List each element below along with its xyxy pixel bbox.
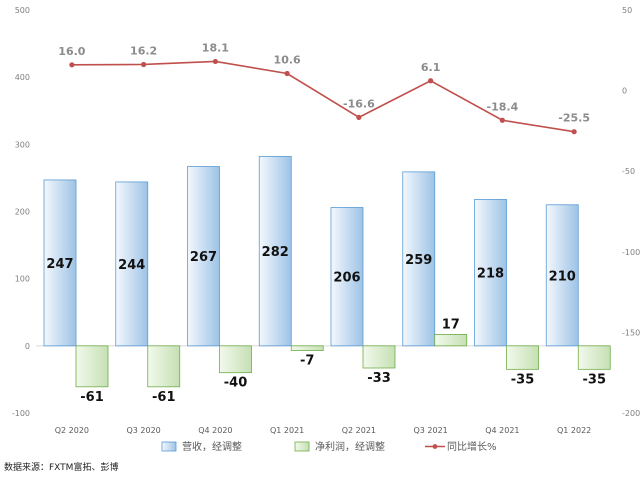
- left-axis-tick-label: 400: [15, 73, 30, 82]
- net-profit-bar-label: -35: [511, 372, 535, 387]
- legend-net-profit-label: 净利润，经调整: [315, 440, 385, 453]
- revenue-bar: [474, 199, 507, 347]
- legend-net-profit-swatch: [294, 441, 310, 452]
- category-label: Q3 2020: [126, 426, 160, 435]
- right-axis-tick-label: -50: [622, 167, 635, 176]
- revenue-bar: [258, 156, 292, 347]
- right-axis-tick-label: -200: [622, 409, 640, 418]
- data-source-note: 数据来源：FXTM富拓、彭博: [4, 463, 119, 473]
- legend-growth-marker: [432, 444, 438, 449]
- revenue-bar-label: 206: [333, 271, 360, 286]
- net-profit-bar: [290, 345, 324, 351]
- left-axis-tick-label: 200: [15, 208, 30, 217]
- left-axis-tick-label: 500: [15, 6, 30, 15]
- net-profit-bar: [362, 345, 396, 369]
- net-profit-bar-label: -61: [80, 390, 104, 405]
- growth-point-label: -16.6: [343, 97, 375, 110]
- category-label: Q3 2021: [413, 426, 447, 435]
- revenue-bar-label: 247: [46, 257, 73, 272]
- legend: 营收，经调整 净利润，经调整 同比增长%: [161, 440, 497, 453]
- growth-point-label: 16.2: [130, 44, 157, 57]
- legend-growth-label: 同比增长%: [447, 440, 497, 453]
- growth-point: [428, 78, 434, 84]
- revenue-bar-label: 267: [190, 250, 217, 265]
- net-profit-bar: [219, 345, 252, 374]
- growth-line-path: [71, 60, 575, 133]
- left-axis-tick-label: 0: [25, 342, 30, 351]
- revenue-bar: [115, 181, 149, 347]
- left-axis-tick-label: -100: [12, 409, 30, 418]
- revenue-bar: [187, 166, 220, 347]
- category-label: Q1 2021: [270, 426, 304, 435]
- net-profit-bar: [75, 345, 109, 388]
- growth-point-label: 6.1: [421, 61, 441, 74]
- revenue-bar: [330, 207, 364, 347]
- growth-point: [141, 61, 147, 68]
- growth-point: [212, 58, 218, 65]
- growth-point-label: 10.6: [274, 54, 301, 67]
- legend-revenue-swatch: [161, 441, 177, 452]
- right-axis-tick-label: -150: [622, 328, 640, 337]
- net-profit-bar-label: -7: [300, 354, 314, 369]
- growth-point: [356, 114, 362, 120]
- net-profit-bar: [147, 345, 181, 388]
- growth-point-label: -18.4: [487, 100, 519, 113]
- growth-point: [284, 70, 290, 77]
- revenue-bar: [545, 204, 579, 347]
- net-profit-bar-label: -61: [152, 390, 176, 405]
- revenue-bar-label: 282: [262, 245, 289, 260]
- category-label: Q2 2020: [55, 426, 89, 435]
- net-profit-bar-label: -33: [367, 371, 391, 386]
- growth-point: [69, 62, 75, 68]
- growth-point: [499, 117, 505, 123]
- left-axis-tick-label: 100: [15, 275, 30, 284]
- right-axis-tick-label: -100: [622, 248, 640, 257]
- category-label: Q4 2020: [198, 426, 232, 435]
- revenue-bar-label: 218: [477, 267, 504, 282]
- growth-point: [571, 129, 577, 135]
- revenue-bar-label: 210: [549, 269, 576, 284]
- net-profit-bar-label: -35: [583, 372, 607, 387]
- left-axis: -100 0 100 200 300 400 500: [12, 6, 30, 418]
- growth-point-label: 18.1: [202, 41, 229, 54]
- bars: 247 -61 244 -61 267 -40 282 -7 206 -33 259 17 218 -35…: [36, 156, 611, 405]
- right-axis-tick-label: 0: [622, 87, 627, 96]
- growth-point-label: -25.5: [558, 112, 590, 125]
- net-profit-bar: [577, 345, 611, 370]
- category-label: Q2 2021: [342, 426, 376, 435]
- net-profit-bar: [506, 345, 539, 370]
- net-profit-bar-label: 17: [442, 317, 460, 332]
- growth-point-label: 16.0: [58, 45, 85, 58]
- revenue-bar-label: 244: [118, 258, 145, 273]
- right-axis: -200 -150 -100 -50 0 50: [622, 6, 640, 418]
- category-labels: Q2 2020 Q3 2020 Q4 2020 Q1 2021 Q2 2021 Q3 20…: [55, 426, 592, 435]
- revenue-bar: [43, 179, 77, 347]
- category-label: Q1 2022: [557, 426, 591, 435]
- left-axis-tick-label: 300: [15, 140, 30, 149]
- revenue-bar: [402, 171, 436, 347]
- net-profit-bar-label: -40: [224, 376, 248, 391]
- category-label: Q4 2021: [485, 426, 519, 435]
- legend-revenue-label: 营收，经调整: [182, 440, 242, 453]
- right-axis-tick-label: 50: [622, 6, 632, 15]
- revenue-bar-label: 259: [405, 253, 432, 268]
- growth-line: 16.0 16.2 18.1 10.6 -16.6 6.1 -18.4 -25.5: [58, 41, 590, 135]
- net-profit-bar: [434, 334, 468, 347]
